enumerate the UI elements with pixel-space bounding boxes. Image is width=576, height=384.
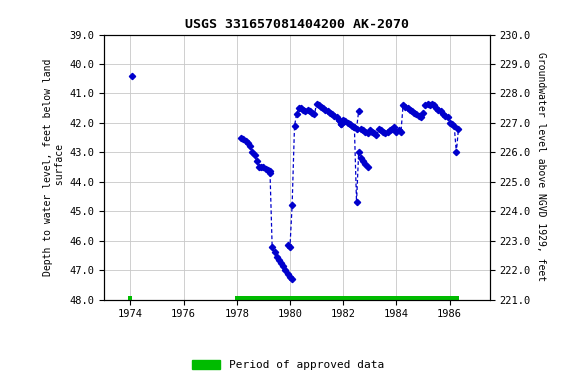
Title: USGS 331657081404200 AK-2070: USGS 331657081404200 AK-2070 bbox=[185, 18, 408, 31]
Y-axis label: Groundwater level above NGVD 1929, feet: Groundwater level above NGVD 1929, feet bbox=[536, 53, 546, 281]
Bar bbox=[236, 296, 459, 300]
Bar bbox=[128, 296, 132, 300]
Y-axis label: Depth to water level, feet below land
 surface: Depth to water level, feet below land su… bbox=[43, 58, 65, 276]
Legend: Period of approved data: Period of approved data bbox=[188, 356, 388, 375]
